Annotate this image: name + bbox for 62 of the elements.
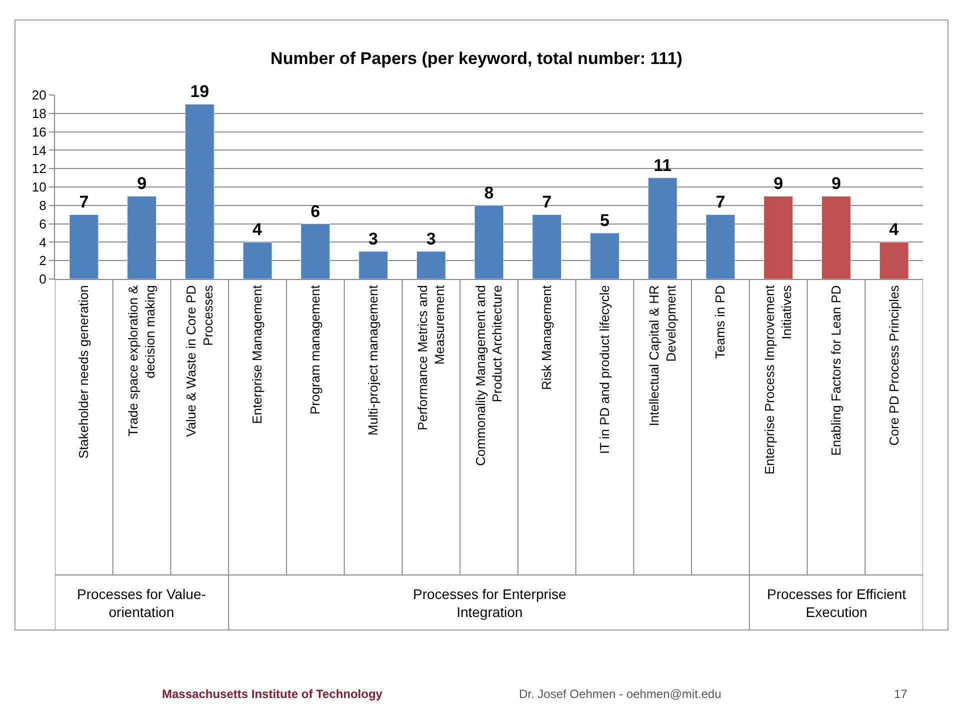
- data-label: 3: [368, 229, 378, 248]
- bar: [184, 104, 214, 279]
- x-tick-label: Core PD Process Principles: [886, 284, 902, 446]
- y-tick-label: 18: [32, 106, 46, 121]
- text: Massachusetts Institute of Technology: [162, 687, 383, 701]
- data-label: 4: [889, 220, 900, 240]
- x-tick-label: Program management: [308, 284, 323, 415]
- data-label: 7: [716, 192, 726, 212]
- data-label: 8: [484, 183, 494, 202]
- bar: [764, 196, 794, 279]
- data-label: 7: [79, 192, 89, 212]
- bar: [358, 251, 388, 279]
- data-label: 7: [542, 192, 552, 212]
- bar: [416, 251, 446, 279]
- y-tick-label: 4: [39, 234, 46, 250]
- bar: [648, 178, 678, 279]
- x-tick-label: Commonality Management and Product Architecture: [472, 285, 505, 466]
- y-tick-label: 10: [32, 180, 46, 195]
- x-tick-label: Stakeholder needs generation: [76, 285, 92, 459]
- bar: [242, 242, 272, 279]
- bar: [590, 232, 620, 279]
- bar: [706, 214, 736, 279]
- text: Processes for Efficient Execution: [767, 586, 906, 620]
- y-tick-label: 20: [32, 88, 46, 103]
- y-tick-label: 16: [32, 124, 46, 140]
- y-tick-label: 2: [39, 253, 46, 268]
- x-tick-label: Performance Metrics and Measurement: [414, 284, 447, 430]
- y-tick-label: 12: [32, 161, 46, 176]
- data-label: 5: [600, 211, 610, 230]
- bar: [532, 214, 562, 279]
- x-tick-label: Trade space exploration & decision making: [126, 284, 158, 436]
- y-tick-label: 0: [39, 272, 46, 287]
- data-label: 4: [252, 220, 263, 240]
- x-tick-label: Enterprise Management: [250, 284, 265, 424]
- x-tick-label: Risk Management: [539, 284, 554, 390]
- data-label: 19: [190, 82, 210, 102]
- chart-title: Number of Papers (per keyword, total number: 111): [270, 48, 682, 68]
- data-label: 9: [137, 174, 147, 194]
- x-tick-label: Enterprise Process Improvement Initiatives: [762, 284, 794, 474]
- bar: [474, 205, 504, 279]
- bar: [300, 224, 330, 279]
- x-tick-label: Teams in PD: [712, 285, 728, 359]
- bar: [879, 242, 909, 279]
- x-tick-label: Multi-project management: [365, 284, 380, 436]
- data-label: 9: [831, 174, 841, 194]
- bar: [69, 214, 99, 279]
- y-tick-label: 14: [32, 142, 46, 158]
- x-tick-label: IT in PD and product lifecycle: [596, 285, 612, 454]
- y-tick-label: 6: [39, 216, 46, 232]
- data-label: 9: [774, 174, 784, 194]
- text: 17: [894, 687, 908, 701]
- text: Processes for Enterprise Integration: [413, 586, 566, 620]
- bar: [821, 196, 851, 279]
- x-tick-label: Intellectual Capital & HR Development: [646, 284, 678, 426]
- text: Dr. Josef Oehmen - oehmen@mit.edu: [519, 687, 722, 701]
- bar: [127, 196, 157, 279]
- text: Processes for Value-orientation: [77, 586, 206, 620]
- data-label: 6: [310, 202, 320, 221]
- y-tick-label: 8: [39, 198, 46, 213]
- data-label: 11: [654, 156, 672, 175]
- data-label: 3: [426, 229, 436, 248]
- x-tick-label: Enabling Factors for Lean PD: [828, 285, 844, 456]
